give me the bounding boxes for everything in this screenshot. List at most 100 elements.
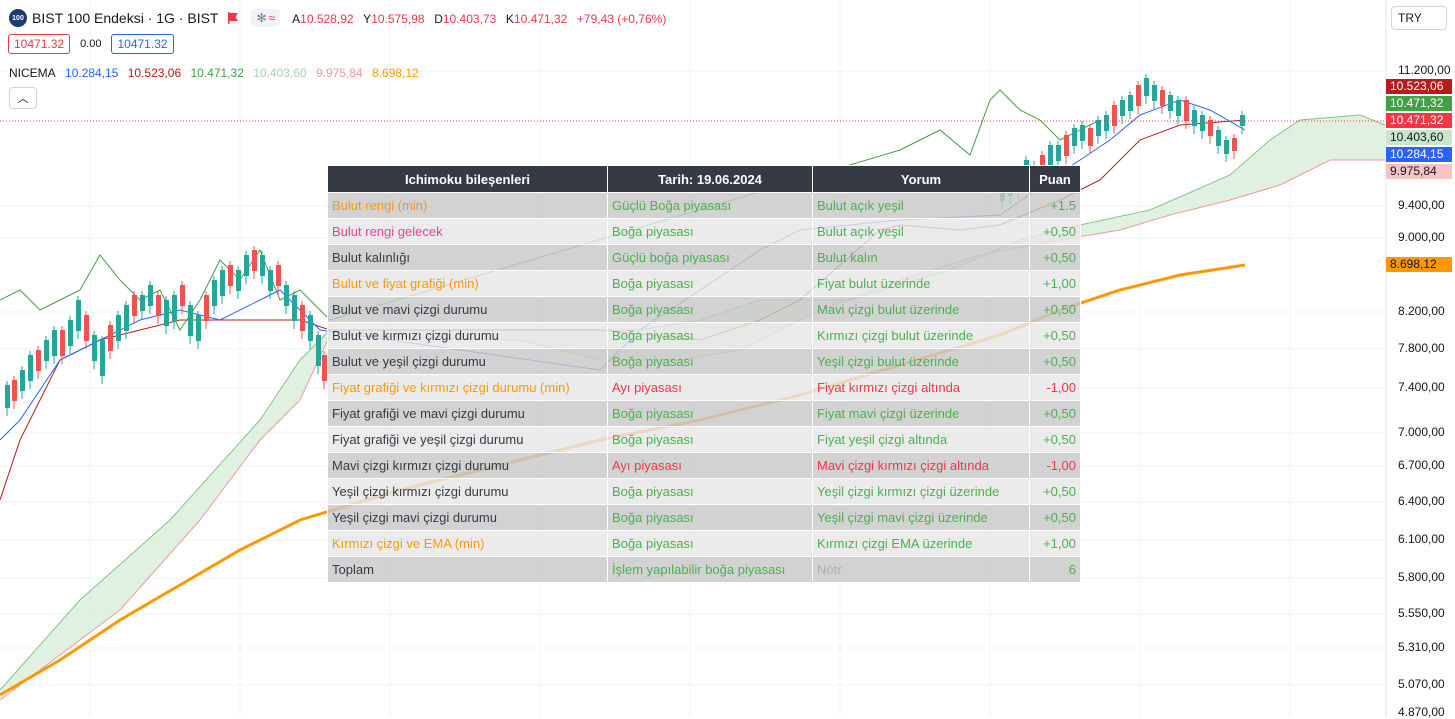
score-cell: -1,00 <box>1029 374 1081 401</box>
candle-body <box>116 315 121 341</box>
comment-cell: Bulut açık yeşil <box>812 192 1030 219</box>
currency-select[interactable]: TRY <box>1391 6 1447 30</box>
score-cell: +0,50 <box>1029 322 1081 349</box>
candle-body <box>1176 100 1181 116</box>
scale-label: 6.100,00 <box>1398 532 1445 546</box>
candle-body <box>1064 135 1069 156</box>
candle-body <box>92 335 97 361</box>
scale-label: 5.550,00 <box>1398 606 1445 620</box>
comment-cell: Mavi çizgi kırmızı çizgi altında <box>812 452 1030 479</box>
candle-body <box>1104 115 1109 131</box>
comment-cell: Yeşil çizgi mavi çizgi üzerinde <box>812 504 1030 531</box>
candle-body <box>284 285 289 306</box>
candle-body <box>60 330 65 356</box>
scale-label: 8.200,00 <box>1398 304 1445 318</box>
bist100-logo-icon: 100 <box>9 9 27 27</box>
collapse-legend-button[interactable]: ︿ <box>9 87 37 109</box>
scale-label: 11.200,00 <box>1398 63 1451 77</box>
status-cell: Boğa piyasası <box>607 504 813 531</box>
candle-body <box>28 355 33 381</box>
scale-label: 5.800,00 <box>1398 570 1445 584</box>
indicator-name: NICEMA <box>9 66 56 80</box>
symbol-legend: 100 BIST 100 Endeksi · 1G · BIST ✻ ≈ A10… <box>9 9 672 27</box>
candle-body <box>148 285 153 306</box>
candle-body <box>1144 78 1149 96</box>
candle-body <box>1136 85 1141 106</box>
table-row: Bulut rengi (min) Güçlü Boğa piyasası Bulu… <box>327 192 1081 219</box>
table-row: Fiyat grafiği ve kırmızı çizgi durumu (m… <box>327 374 1081 401</box>
status-cell: Ayı piyasası <box>607 452 813 479</box>
component-cell: Bulut rengi (min) <box>327 192 608 219</box>
sell-button[interactable]: 10471.32 <box>8 34 71 54</box>
status-cell: Ayı piyasası <box>607 374 813 401</box>
status-cell: Boğa piyasası <box>607 270 813 297</box>
scale-label: 5.070,00 <box>1398 677 1445 691</box>
candle-body <box>268 270 273 291</box>
header-components: Ichimoku bileşenleri <box>327 165 608 193</box>
table-row: Bulut rengi gelecek Boğa piyasası Bulut aç… <box>327 218 1081 245</box>
score-cell: +1.5 <box>1029 192 1081 219</box>
status-cell: Boğa piyasası <box>607 478 813 505</box>
comment-cell: Fiyat kırmızı çizgi altında <box>812 374 1030 401</box>
snowflake-icon: ✻ <box>256 11 267 25</box>
candle-body <box>1128 95 1133 111</box>
candle-body <box>322 355 327 381</box>
flag-icon[interactable] <box>228 12 239 24</box>
price-tag-chikou: 10.471,32 <box>1386 96 1452 111</box>
candle-body <box>1184 100 1189 121</box>
component-cell: Yeşil çizgi mavi çizgi durumu <box>327 504 608 531</box>
scale-label: 7.800,00 <box>1398 341 1445 355</box>
component-cell: Yeşil çizgi kırmızı çizgi durumu <box>327 478 608 505</box>
candle-body <box>276 265 281 286</box>
candle-body <box>1216 130 1221 146</box>
comment-cell: Yeşil çizgi bulut üzerinde <box>812 348 1030 375</box>
trade-row: 10471.32 0.00 10471.32 <box>8 34 174 54</box>
candle-body <box>1048 145 1053 166</box>
candle-body <box>1080 125 1085 141</box>
table-row: Toplam İşlem yapılabilir boğa piyasası Nöt… <box>327 556 1081 583</box>
price-tag-span-a: 10.403,60 <box>1386 130 1452 145</box>
candle-body <box>1200 115 1205 131</box>
score-cell: +1,00 <box>1029 270 1081 297</box>
comment-cell: Nötr <box>812 556 1030 583</box>
indicator-value-ema: 8.698,12 <box>372 66 419 80</box>
candle-body <box>300 305 305 331</box>
status-cell: Güçlü Boğa piyasası <box>607 192 813 219</box>
candle-body <box>1224 140 1229 154</box>
candle-body <box>108 325 113 351</box>
candle-body <box>260 255 265 276</box>
score-cell: +0,50 <box>1029 400 1081 427</box>
comment-cell: Kırmızı çizgi bulut üzerinde <box>812 322 1030 349</box>
candle-body <box>196 315 201 341</box>
comment-cell: Kırmızı çizgi EMA üzerinde <box>812 530 1030 557</box>
candle-body <box>1192 110 1197 126</box>
price-tag-tenkan: 10.284,15 <box>1386 147 1452 162</box>
candle-body <box>84 315 89 341</box>
candle-body <box>316 335 321 366</box>
table-row: Yeşil çizgi kırmızı çizgi durumu Boğa piy… <box>327 478 1081 505</box>
candle-body <box>1168 95 1173 111</box>
scale-label: 6.700,00 <box>1398 458 1445 472</box>
component-cell: Fiyat grafiği ve mavi çizgi durumu <box>327 400 608 427</box>
component-cell: Bulut rengi gelecek <box>327 218 608 245</box>
ohlc-open-label: A <box>292 11 301 26</box>
symbol-title[interactable]: BIST 100 Endeksi · 1G · BIST <box>32 10 219 26</box>
table-row: Bulut kalınlığı Güçlü boğa piyasası Bulut … <box>327 244 1081 271</box>
candle-body <box>212 280 217 306</box>
indicator-value-chikou: 10.471,32 <box>190 66 244 80</box>
status-cell: Boğa piyasası <box>607 348 813 375</box>
price-tag-kijun: 10.523,06 <box>1386 79 1452 94</box>
score-cell: +0,50 <box>1029 504 1081 531</box>
table-row: Fiyat grafiği ve yeşil çizgi durumu Boğa … <box>327 426 1081 453</box>
score-cell: +0,50 <box>1029 296 1081 323</box>
component-cell: Bulut ve kırmızı çizgi durumu <box>327 322 608 349</box>
header-comment: Yorum <box>812 165 1030 193</box>
indicator-legend[interactable]: NICEMA 10.284,15 10.523,06 10.471,32 10.… <box>9 66 425 80</box>
data-icons-pill[interactable]: ✻ ≈ <box>251 9 281 27</box>
candle-body <box>132 295 137 316</box>
candle-body <box>172 295 177 321</box>
indicator-value-kijun: 10.523,06 <box>127 66 182 80</box>
buy-button[interactable]: 10471.32 <box>111 34 174 54</box>
ohlc-close-label: K <box>505 11 514 26</box>
